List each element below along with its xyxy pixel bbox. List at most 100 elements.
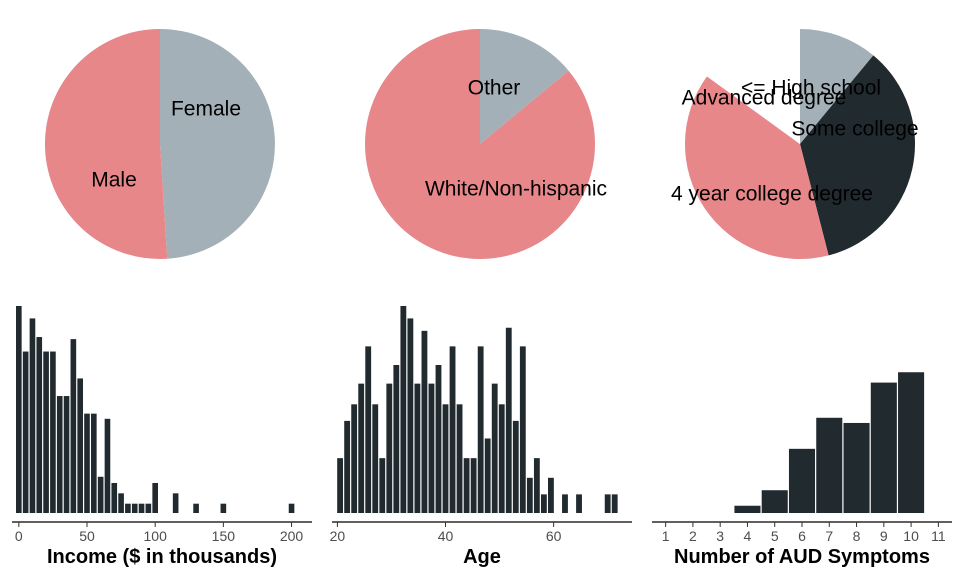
histogram-2: 20 40 60 Age xyxy=(330,306,632,568)
x-tick-label: 100 xyxy=(144,528,168,544)
histogram-bar xyxy=(512,420,519,513)
histogram-bar xyxy=(386,383,393,514)
histogram-bar xyxy=(470,458,477,513)
x-tick-label: 8 xyxy=(853,528,861,544)
x-tick-label: 6 xyxy=(798,528,806,544)
x-tick-label: 11 xyxy=(931,528,946,544)
histogram-bar xyxy=(172,493,179,513)
histogram-bar xyxy=(526,477,533,513)
histogram-bar xyxy=(22,351,29,513)
pie-slice xyxy=(480,29,569,144)
pie-slice-label: Advanced degree xyxy=(682,87,847,110)
histogram-bar xyxy=(484,438,491,513)
histogram-bar xyxy=(843,422,870,513)
histogram-bar xyxy=(562,494,568,513)
pie-slice-label: Female xyxy=(171,98,241,121)
histogram-bar xyxy=(16,306,22,513)
histogram-bar xyxy=(118,493,124,513)
histogram-bar xyxy=(435,365,442,513)
pie-slice xyxy=(684,76,829,260)
x-tick-label: 1 xyxy=(662,528,670,544)
histogram-bar xyxy=(351,404,358,513)
histogram-bar xyxy=(43,351,49,513)
histogram-bar xyxy=(288,503,295,513)
x-tick-label: 200 xyxy=(280,528,304,544)
pie-chart-2: Other White/Non-hispanic xyxy=(364,29,607,259)
histogram-bar xyxy=(816,417,843,513)
histogram-bar xyxy=(505,327,512,513)
histogram-bar xyxy=(540,494,547,513)
histogram-bar xyxy=(428,383,435,514)
pie-slice-label: White/Non-hispanic xyxy=(425,178,607,201)
x-tick-label: 50 xyxy=(79,528,95,544)
histogram-bar xyxy=(611,494,618,513)
x-tick-label: 40 xyxy=(438,528,454,544)
histogram-bar xyxy=(463,458,470,513)
pie-slice xyxy=(364,29,595,259)
x-tick-label: 5 xyxy=(771,528,779,544)
x-axis-title: Age xyxy=(463,546,501,568)
histogram-bar xyxy=(152,482,158,513)
histogram-bar xyxy=(898,372,925,513)
pie-slice-label: 4 year college degree xyxy=(671,183,873,206)
pie-slice xyxy=(706,28,800,144)
x-tick-label: 0 xyxy=(15,528,23,544)
histogram-bar xyxy=(393,365,400,513)
histogram-bar xyxy=(407,318,414,513)
histogram-bar xyxy=(477,346,484,513)
histogram-bar xyxy=(400,306,407,513)
histogram-bar xyxy=(131,503,138,513)
histogram-bar xyxy=(491,383,498,514)
histogram-bar xyxy=(91,413,97,513)
histogram-bar xyxy=(442,404,449,513)
pie-slice xyxy=(800,55,916,256)
histogram-bar xyxy=(337,458,344,513)
histogram-bar xyxy=(365,346,372,513)
x-tick-label: 3 xyxy=(716,528,724,544)
histogram-bar xyxy=(604,494,611,513)
histogram-bar xyxy=(358,383,365,514)
histogram-bar xyxy=(84,413,90,513)
x-axis-title: Income ($ in thousands) xyxy=(47,546,277,568)
pie-slice xyxy=(160,29,275,259)
x-axis-title: Number of AUD Symptoms xyxy=(674,546,930,568)
histogram-bar xyxy=(870,382,897,513)
histogram-bar xyxy=(421,330,428,513)
histogram-bar xyxy=(533,458,540,513)
pie-slice-label: Some college xyxy=(791,118,918,141)
histogram-bar xyxy=(548,477,554,513)
x-tick-label: 4 xyxy=(744,528,752,544)
histogram-bar xyxy=(56,396,63,513)
x-tick-label: 10 xyxy=(903,528,919,544)
x-tick-label: 150 xyxy=(212,528,236,544)
histogram-bar xyxy=(138,503,145,513)
histogram-bar xyxy=(761,490,788,513)
histogram-bar xyxy=(220,503,227,513)
histogram-bar xyxy=(576,494,582,513)
pie-chart-1: Female Male xyxy=(44,29,275,259)
histogram-bar xyxy=(77,378,83,513)
pie-slice xyxy=(800,29,874,144)
pie-chart-3: <= High school Some college 4 year college… xyxy=(671,28,919,260)
x-tick-label: 2 xyxy=(689,528,697,544)
x-tick-label: 20 xyxy=(330,528,346,544)
histogram-bar xyxy=(104,418,111,513)
histogram-bar xyxy=(125,503,131,513)
histogram-bar xyxy=(379,458,386,513)
x-tick-label: 9 xyxy=(880,528,888,544)
histogram-bar xyxy=(498,404,505,513)
histogram-bar xyxy=(414,383,421,514)
histogram-bar xyxy=(449,346,456,513)
histogram-bar xyxy=(193,503,199,513)
histogram-bar xyxy=(788,448,816,513)
x-tick-label: 7 xyxy=(825,528,833,544)
histogram-bar xyxy=(734,505,761,513)
pie-slice xyxy=(44,29,168,259)
histogram-bar xyxy=(145,503,152,513)
pie-slice-label: <= High school xyxy=(741,77,881,100)
pie-slice-label: Other xyxy=(468,77,521,100)
histogram-bar xyxy=(70,339,77,513)
histogram-bar xyxy=(29,318,36,513)
pie-slice-label: Male xyxy=(91,169,137,192)
